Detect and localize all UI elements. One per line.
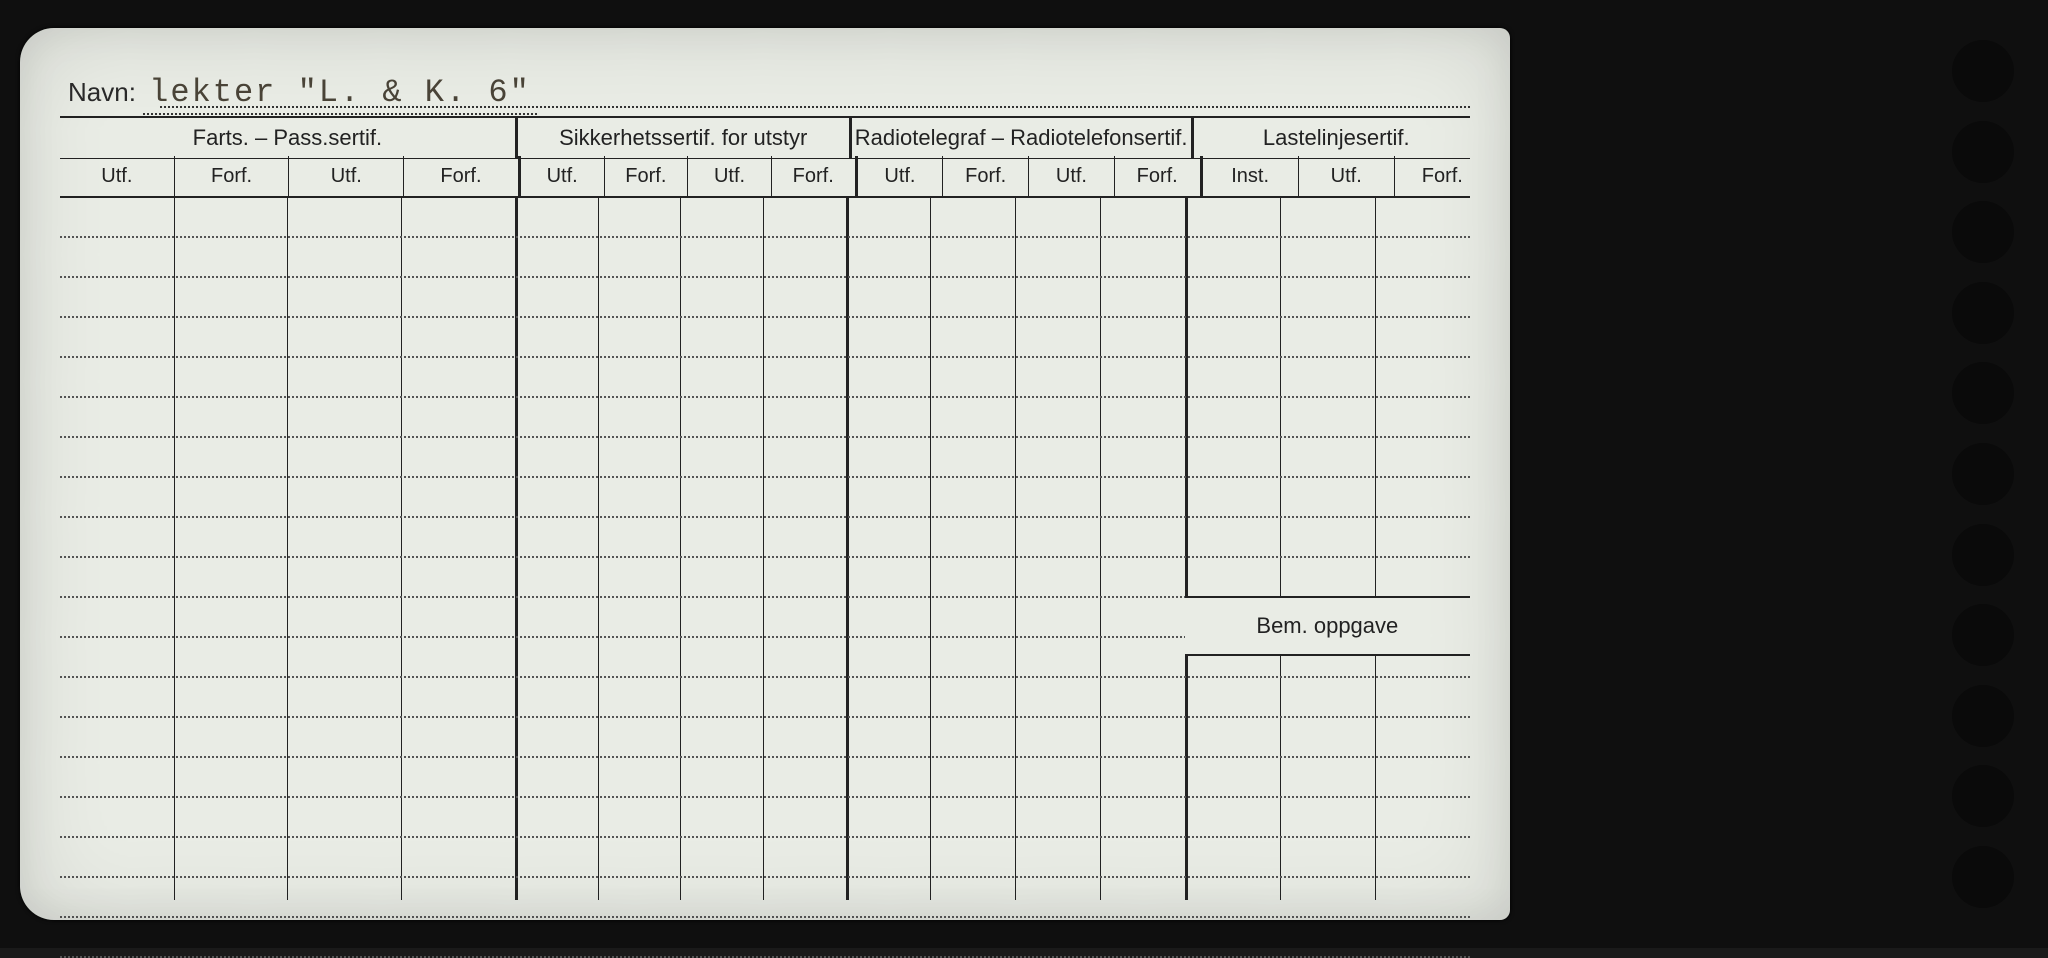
- col-header: Forf.: [942, 156, 1028, 196]
- navn-label: Navn:: [68, 77, 136, 107]
- col-header: Utf.: [60, 156, 174, 196]
- dotted-row: [60, 916, 1470, 918]
- group-header: Farts. – Pass.sertif.: [60, 118, 515, 158]
- punch-hole: [1952, 685, 2014, 747]
- dotted-row: [60, 476, 1470, 478]
- sub-header-row: Utf.Forf.Utf.Forf.Utf.Forf.Utf.Forf.Utf.…: [60, 156, 1470, 198]
- col-header: Forf.: [174, 156, 289, 196]
- dotted-row: [60, 876, 1470, 878]
- dotted-row: [60, 236, 1470, 238]
- dotted-row: [60, 796, 1470, 798]
- dotted-row: [60, 716, 1470, 718]
- dotted-row: [60, 556, 1470, 558]
- group-header: Sikkerhetssertif. for utstyr: [515, 118, 849, 158]
- col-header: Utf.: [1028, 156, 1114, 196]
- dotted-row: [60, 396, 1470, 398]
- col-header: Forf.: [604, 156, 688, 196]
- col-header: Utf.: [288, 156, 403, 196]
- group-header: Radiotelegraf – Radiotelefonsertif.: [849, 118, 1191, 158]
- col-header: Forf.: [1394, 156, 1490, 196]
- bem-oppgave-cell: Bem. oppgave: [1185, 596, 1470, 656]
- scan-background: Navn: lekter "L. & K. 6" Farts. – Pass.s…: [0, 0, 2048, 948]
- col-header: Utf.: [1298, 156, 1394, 196]
- punch-hole: [1952, 40, 2014, 102]
- dotted-row: [60, 436, 1470, 438]
- punch-hole: [1952, 121, 2014, 183]
- dotted-row: [60, 836, 1470, 838]
- bem-label: Bem. oppgave: [1256, 613, 1398, 639]
- navn-value: lekter "L. & K. 6": [143, 74, 537, 115]
- punch-holes: [1948, 40, 2018, 908]
- dotted-row: [60, 676, 1470, 678]
- dotted-row: [60, 516, 1470, 518]
- punch-hole: [1952, 524, 2014, 586]
- dotted-row: [60, 316, 1470, 318]
- group-header: Lastelinjesertif.: [1191, 118, 1479, 158]
- col-header: Utf.: [518, 156, 604, 196]
- punch-hole: [1952, 201, 2014, 263]
- punch-hole: [1952, 443, 2014, 505]
- dotted-row: [60, 276, 1470, 278]
- col-header: Forf.: [771, 156, 855, 196]
- dotted-row: [60, 756, 1470, 758]
- punch-hole: [1952, 846, 2014, 908]
- navn-underline: [160, 106, 1470, 108]
- punch-hole: [1952, 362, 2014, 424]
- punch-hole: [1952, 765, 2014, 827]
- punch-hole: [1952, 282, 2014, 344]
- col-header: Forf.: [403, 156, 518, 196]
- group-header-row: Farts. – Pass.sertif.Sikkerhetssertif. f…: [60, 116, 1470, 159]
- register-card: Navn: lekter "L. & K. 6" Farts. – Pass.s…: [20, 28, 1510, 920]
- col-header: Utf.: [687, 156, 771, 196]
- dotted-row: [60, 356, 1470, 358]
- col-header: Utf.: [855, 156, 943, 196]
- col-header: Forf.: [1114, 156, 1200, 196]
- punch-hole: [1952, 604, 2014, 666]
- dotted-rows: [60, 196, 1470, 900]
- col-header: Inst.: [1200, 156, 1298, 196]
- certificate-grid: Farts. – Pass.sertif.Sikkerhetssertif. f…: [60, 116, 1470, 900]
